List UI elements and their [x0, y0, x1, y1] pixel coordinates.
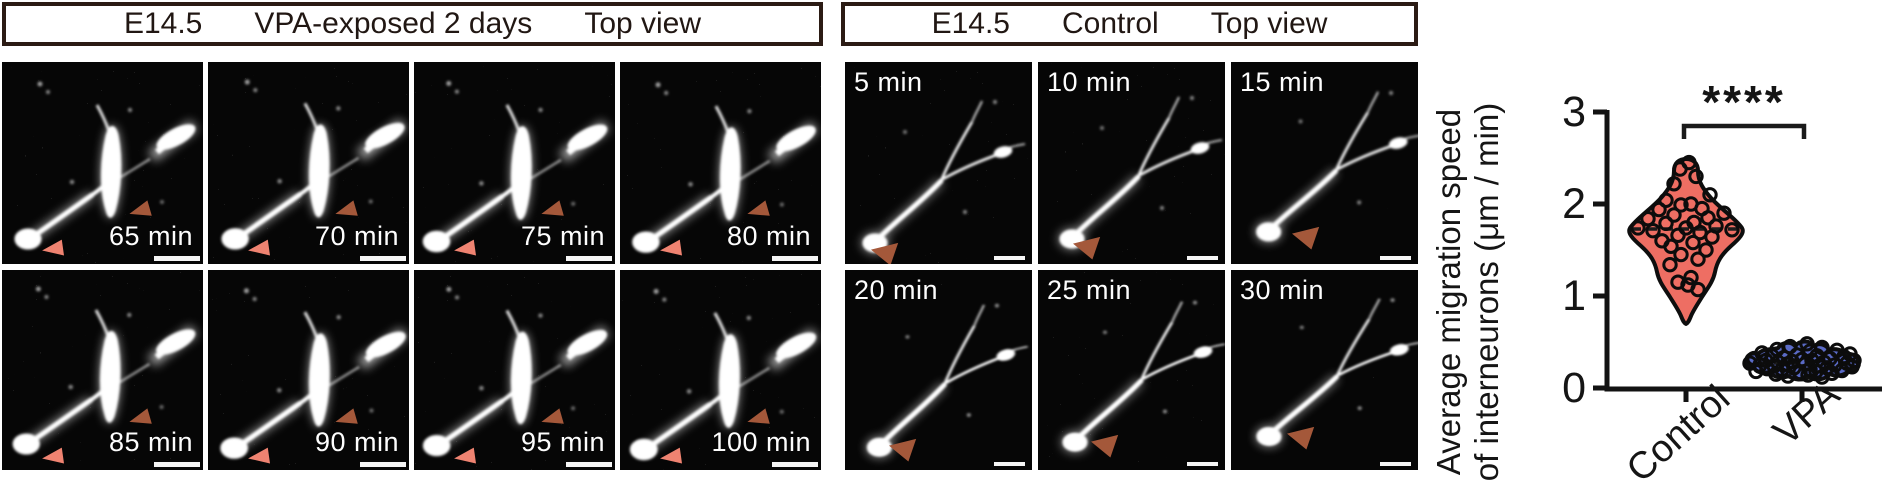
micrograph [414, 62, 615, 264]
time-label: 90 min [314, 427, 399, 457]
control-header-box: E14.5 Control Top view [841, 2, 1418, 46]
scale-bar [360, 256, 406, 261]
soma-arrowhead-icon [246, 447, 271, 467]
scale-bar [994, 256, 1025, 260]
vpa-stage-label: E14.5 [123, 7, 203, 40]
time-label: 95 min [520, 427, 605, 457]
control-panel-30min: 30 min [1231, 270, 1418, 470]
vpa-panel-70min: 70 min [208, 62, 409, 264]
time-label: 85 min [108, 427, 193, 457]
soma-arrowhead-icon [658, 239, 683, 259]
y-axis-title-line1: Average migration speed [1430, 109, 1467, 475]
significance-stars: **** [1702, 76, 1786, 128]
soma-arrowhead-icon [40, 447, 65, 467]
scale-bar [994, 462, 1025, 466]
scale-bar [1187, 462, 1218, 466]
time-label: 5 min [854, 67, 923, 97]
micrograph [1042, 62, 1225, 260]
time-label: 10 min [1047, 67, 1132, 97]
vpa-panel-80min: 80 min [620, 62, 821, 264]
micrograph [1045, 270, 1225, 463]
scale-bar [772, 462, 818, 467]
y-tick-label-0: 0 [1562, 364, 1586, 412]
scale-bar [1187, 256, 1218, 260]
vpa-data-points [1742, 336, 1862, 385]
y-tick-label-3: 3 [1562, 88, 1586, 136]
time-label: 70 min [314, 221, 399, 251]
violin-plot-svg: Average migration speed of interneurons … [1430, 76, 1882, 491]
vpa-panel-90min: 90 min [208, 270, 409, 470]
scale-bar [360, 462, 406, 467]
violin-chart: Average migration speed of interneurons … [1430, 40, 1882, 500]
micrograph [2, 270, 203, 469]
vpa-panel-65min: 65 min [2, 62, 203, 264]
time-label: 20 min [854, 275, 939, 305]
vpa-view-label: Top view [584, 7, 702, 40]
x-label-vpa: VPA [1766, 373, 1849, 454]
soma-arrowhead-icon [40, 239, 65, 259]
x-label-control: Control [1619, 377, 1738, 490]
vpa-timelapse-grid: 65 min 70 min 75 min 80 min [2, 62, 821, 470]
scale-bar [772, 256, 818, 261]
vpa-panel-95min: 95 min [414, 270, 615, 470]
micrograph [2, 62, 203, 264]
control-timelapse-grid: 5 min 10 min 15 min 20 min 25 min [845, 62, 1418, 470]
micrograph [1238, 270, 1418, 462]
control-panel-15min: 15 min [1231, 62, 1418, 264]
soma-arrowhead-icon [452, 239, 477, 259]
control-stage-label: E14.5 [931, 7, 1010, 40]
micrograph [620, 270, 821, 470]
vpa-panel-85min: 85 min [2, 270, 203, 470]
time-label: 30 min [1240, 275, 1325, 305]
control-panel-20min: 20 min [845, 270, 1032, 470]
soma-arrowhead-icon [452, 447, 477, 467]
micrograph [846, 270, 1032, 469]
control-panel-5min: 5 min [845, 62, 1032, 264]
micrograph [208, 62, 409, 264]
scale-bar [1380, 256, 1411, 260]
scale-bar [1380, 462, 1411, 466]
y-axis-title-line2: of interneurons (μm / min) [1468, 103, 1505, 481]
control-data-points [1630, 154, 1740, 298]
soma-arrowhead-icon [658, 447, 683, 467]
control-view-label: Top view [1210, 7, 1328, 40]
time-label: 75 min [520, 221, 605, 251]
micrograph [845, 62, 1032, 264]
micrograph [414, 270, 615, 470]
time-label: 80 min [726, 221, 811, 251]
soma-arrowhead-icon [246, 239, 271, 259]
scale-bar [566, 462, 612, 467]
vpa-condition-label: VPA-exposed 2 days [254, 7, 533, 40]
control-condition-label: Control [1061, 7, 1159, 40]
time-label: 65 min [108, 221, 193, 251]
scale-bar [566, 256, 612, 261]
micrograph [620, 62, 821, 264]
micrograph [208, 270, 409, 470]
time-label: 25 min [1047, 275, 1132, 305]
vpa-header-box: E14.5 VPA-exposed 2 days Top view [2, 2, 823, 46]
scale-bar [154, 256, 200, 261]
micrograph [1238, 62, 1418, 256]
y-tick-label-2: 2 [1562, 180, 1586, 228]
significance-bracket [1681, 123, 1807, 139]
time-label: 15 min [1240, 67, 1325, 97]
control-panel-25min: 25 min [1038, 270, 1225, 470]
time-label: 100 min [711, 427, 811, 457]
vpa-panel-75min: 75 min [414, 62, 615, 264]
control-panel-10min: 10 min [1038, 62, 1225, 264]
y-tick-label-1: 1 [1562, 272, 1586, 320]
scale-bar [154, 462, 200, 467]
vpa-panel-100min: 100 min [620, 270, 821, 470]
